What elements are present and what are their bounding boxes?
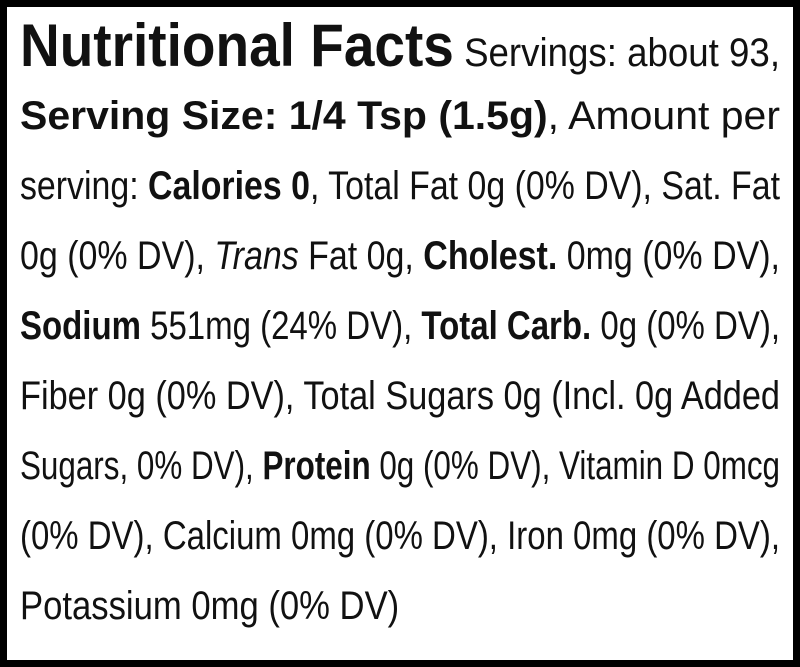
text-run: , Amount per	[547, 94, 780, 138]
text-run: Calories 0	[148, 164, 310, 208]
text-line: Sodium 551mg (24% DV), Total Carb. 0g (0…	[20, 291, 780, 361]
text-run: Fat 0g,	[298, 234, 424, 278]
text-run: 0mg (0% DV),	[557, 234, 780, 278]
text-run: serving:	[20, 164, 149, 208]
text-line: (0% DV), Calcium 0mg (0% DV), Iron 0mg (…	[20, 501, 780, 571]
text-line: serving: Calories 0, Total Fat 0g (0% DV…	[20, 151, 780, 221]
text-run: 0g (0% DV),	[591, 304, 780, 348]
text-run: (0% DV), Calcium 0mg (0% DV), Iron 0mg (…	[20, 514, 780, 558]
text-run: Cholest.	[423, 234, 558, 278]
text-run: , Total Fat 0g (0% DV), Sat. Fat	[309, 164, 780, 208]
text-run: Total Carb.	[421, 304, 592, 348]
text-run: Protein	[262, 444, 371, 488]
text-line: 0g (0% DV), Trans Fat 0g, Cholest. 0mg (…	[20, 221, 780, 291]
text-run: Nutritional Facts	[20, 12, 454, 79]
text-run: Fiber 0g (0% DV), Total Sugars 0g (Incl.…	[20, 374, 780, 418]
text-line: Serving Size: 1/4 Tsp (1.5g), Amount per	[20, 81, 780, 151]
text-line: Fiber 0g (0% DV), Total Sugars 0g (Incl.…	[20, 361, 780, 431]
text-line: Nutritional Facts Servings: about 93,	[20, 11, 780, 81]
text-run: Servings: about 93,	[453, 31, 780, 75]
text-run: Potassium 0mg (0% DV)	[20, 584, 400, 628]
text-run: Sugars, 0% DV),	[20, 444, 263, 488]
text-run: 0g (0% DV), Vitamin D 0mcg	[370, 444, 780, 488]
text-run: 0g (0% DV),	[20, 234, 215, 278]
text-run: Trans	[214, 234, 299, 278]
text-run: Serving Size: 1/4 Tsp (1.5g)	[20, 94, 548, 138]
text-run: 551mg (24% DV),	[140, 304, 422, 348]
text-line: Potassium 0mg (0% DV)	[20, 571, 399, 641]
text-run: Sodium	[20, 304, 141, 348]
text-line: Sugars, 0% DV), Protein 0g (0% DV), Vita…	[20, 431, 780, 501]
